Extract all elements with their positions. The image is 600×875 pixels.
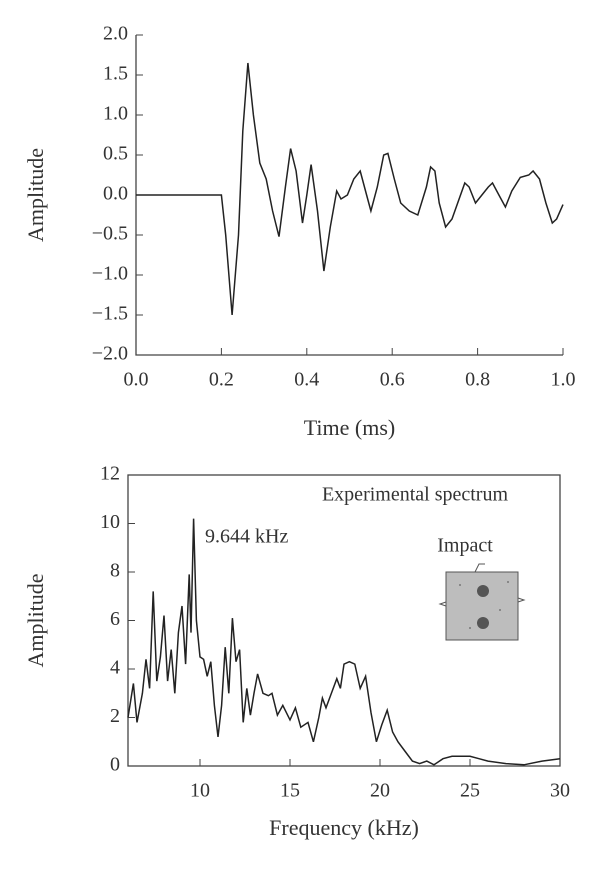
y-tick-label: 10 — [100, 511, 120, 533]
x-axis-label: Frequency (kHz) — [269, 815, 419, 840]
x-tick-label: 25 — [460, 780, 480, 802]
y-tick-label: 6 — [110, 608, 120, 630]
data-line — [136, 62, 564, 316]
y-tick-label: 4 — [110, 657, 120, 679]
y-tick-label: −1.5 — [92, 303, 128, 325]
y-tick-label: 2.0 — [103, 23, 128, 45]
annotation: Experimental spectrum — [322, 484, 508, 506]
impact-icon — [438, 563, 526, 641]
y-tick-label: 0.5 — [103, 143, 128, 165]
y-tick-label: 12 — [100, 463, 120, 485]
x-tick-label: 10 — [190, 780, 210, 802]
x-tick-label: 0.6 — [380, 369, 405, 391]
y-tick-label: −2.0 — [92, 343, 128, 365]
x-axis-label: Time (ms) — [304, 415, 395, 440]
x-tick-label: 0.0 — [124, 369, 149, 391]
y-tick-label: −0.5 — [92, 223, 128, 245]
y-tick-label: 2 — [110, 705, 120, 727]
y-axis-label: Amplitude — [23, 573, 48, 667]
x-tick-label: 30 — [550, 780, 570, 802]
x-tick-label: 0.2 — [209, 369, 234, 391]
x-tick-label: 15 — [280, 780, 300, 802]
x-tick-label: 20 — [370, 780, 390, 802]
x-tick-label: 1.0 — [551, 369, 576, 391]
y-axis-label: Amplitude — [23, 148, 48, 242]
x-tick-label: 0.4 — [294, 369, 319, 391]
data-line — [127, 518, 561, 766]
y-tick-label: 0 — [110, 754, 120, 776]
x-tick-label: 0.8 — [465, 369, 490, 391]
y-tick-label: 8 — [110, 560, 120, 582]
annotation: Impact — [437, 535, 493, 557]
y-tick-label: 0.0 — [103, 183, 128, 205]
y-tick-label: −1.0 — [92, 263, 128, 285]
y-tick-label: 1.0 — [103, 103, 128, 125]
y-tick-label: 1.5 — [103, 63, 128, 85]
annotation: 9.644 kHz — [205, 526, 288, 548]
